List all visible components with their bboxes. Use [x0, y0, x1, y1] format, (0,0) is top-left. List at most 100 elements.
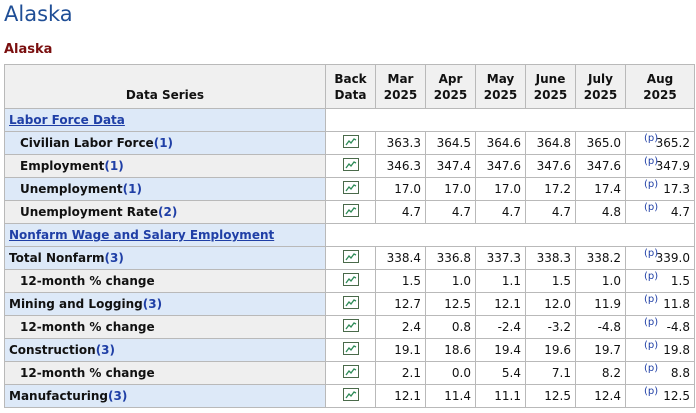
value: 17.3 [663, 182, 690, 196]
back-data-cell [325, 246, 376, 270]
value: 347.9 [655, 159, 690, 173]
value-cell: 12.4 [575, 384, 626, 408]
value-cell: 12.1 [375, 384, 426, 408]
footnote-link[interactable]: (1) [122, 182, 142, 196]
footnote-link[interactable]: (3) [95, 343, 116, 357]
column-header: Apr 2025 [425, 64, 476, 109]
section-cell: Labor Force Data [4, 108, 326, 132]
section-row: Labor Force Data [4, 108, 695, 132]
preliminary-mark[interactable]: (p) [644, 317, 659, 328]
value-cell: 347.4 [425, 154, 476, 178]
value-cell: (p) 19.8 [625, 338, 695, 362]
back-data-icon[interactable] [342, 342, 359, 358]
value-cell: 364.6 [475, 131, 526, 155]
value: 339.0 [655, 251, 690, 265]
value-cell: 4.7 [375, 200, 426, 224]
value-cell: 364.5 [425, 131, 476, 155]
value-cell: 17.0 [475, 177, 526, 201]
value: 336.8 [436, 251, 471, 265]
section-cell: Nonfarm Wage and Salary Employment [4, 223, 326, 247]
value-cell: 12.1 [475, 292, 526, 316]
back-data-cell [325, 200, 376, 224]
back-data-icon[interactable] [342, 204, 359, 220]
back-data-icon[interactable] [342, 365, 359, 381]
value: 1.0 [601, 274, 621, 288]
value-cell: 1.1 [475, 269, 526, 293]
back-data-icon[interactable] [342, 158, 359, 174]
preliminary-mark[interactable]: (p) [644, 133, 659, 144]
preliminary-mark[interactable]: (p) [644, 156, 659, 167]
series-label: 12-month % change [20, 366, 155, 380]
back-data-icon[interactable] [342, 388, 359, 404]
value-cell: 346.3 [375, 154, 426, 178]
column-header: Aug 2025 [625, 64, 695, 109]
preliminary-mark[interactable]: (p) [644, 271, 659, 282]
value-cell: (p) 17.3 [625, 177, 695, 201]
value: 17.2 [544, 182, 571, 196]
value: 1.5 [401, 274, 421, 288]
value-cell: (p) 11.8 [625, 292, 695, 316]
data-row: Construction(3) 19.1 18.6 19.4 19.6 19.7 (p) 19… [4, 338, 695, 362]
value-cell: (p) 365.2 [625, 131, 695, 155]
value-cell: 336.8 [425, 246, 476, 270]
series-label: 12-month % change [20, 274, 155, 288]
series-cell: 12-month % change [4, 361, 326, 385]
preliminary-mark[interactable]: (p) [644, 294, 659, 305]
footnote-link[interactable]: (3) [142, 297, 163, 311]
value: 364.8 [536, 136, 571, 150]
back-data-icon[interactable] [342, 319, 359, 335]
value: 17.0 [494, 182, 521, 196]
series-label: 12-month % change [20, 320, 155, 334]
value: 4.7 [501, 205, 521, 219]
value-cell: -2.4 [475, 315, 526, 339]
value-cell: 2.1 [375, 361, 426, 385]
back-data-icon[interactable] [342, 181, 359, 197]
value: 12.0 [544, 297, 571, 311]
preliminary-mark[interactable]: (p) [644, 248, 659, 259]
value: 8.2 [601, 366, 621, 380]
section-link[interactable]: Labor Force Data [9, 113, 125, 127]
series-label: Civilian Labor Force [20, 136, 154, 150]
value: 1.5 [551, 274, 571, 288]
value: 364.6 [486, 136, 521, 150]
footnote-link[interactable]: (2) [158, 205, 178, 219]
preliminary-mark[interactable]: (p) [644, 363, 659, 374]
preliminary-mark[interactable]: (p) [644, 179, 659, 190]
back-data-cell [325, 177, 376, 201]
data-row: Total Nonfarm(3) 338.4 336.8 337.3 338.3 338.… [4, 246, 695, 270]
footnote-link[interactable]: (1) [104, 159, 124, 173]
back-data-icon[interactable] [342, 273, 359, 289]
back-data-cell [325, 315, 376, 339]
value: 337.3 [486, 251, 521, 265]
footnote-link[interactable]: (3) [104, 251, 124, 265]
value: -3.2 [547, 320, 571, 334]
series-cell: 12-month % change [4, 315, 326, 339]
header-row: Data Series Back Data Mar 2025 Apr 2025 May … [4, 64, 695, 109]
back-data-cell [325, 292, 376, 316]
value-cell: 347.6 [575, 154, 626, 178]
back-data-cell [325, 269, 376, 293]
value-cell: 11.1 [475, 384, 526, 408]
back-data-icon[interactable] [342, 135, 359, 151]
section-link[interactable]: Nonfarm Wage and Salary Employment [9, 228, 275, 242]
value-cell: 12.5 [425, 292, 476, 316]
column-header: Mar 2025 [375, 64, 426, 109]
preliminary-mark[interactable]: (p) [644, 340, 659, 351]
series-label: Unemployment Rate [20, 205, 159, 219]
value: 338.2 [586, 251, 621, 265]
back-data-cell [325, 384, 376, 408]
value-cell: 338.2 [575, 246, 626, 270]
back-data-icon[interactable] [342, 296, 359, 312]
series-label: Employment [20, 159, 105, 173]
preliminary-mark[interactable]: (p) [644, 202, 659, 213]
value-cell: 4.7 [525, 200, 576, 224]
footnote-link[interactable]: (1) [153, 136, 174, 150]
series-label: Unemployment [20, 182, 123, 196]
preliminary-mark[interactable]: (p) [644, 386, 659, 397]
value-cell: 347.6 [525, 154, 576, 178]
value: 18.6 [444, 343, 471, 357]
value: 1.0 [451, 274, 471, 288]
footnote-link[interactable]: (3) [108, 389, 128, 403]
back-data-icon[interactable] [342, 250, 359, 266]
value: 12.7 [394, 297, 421, 311]
